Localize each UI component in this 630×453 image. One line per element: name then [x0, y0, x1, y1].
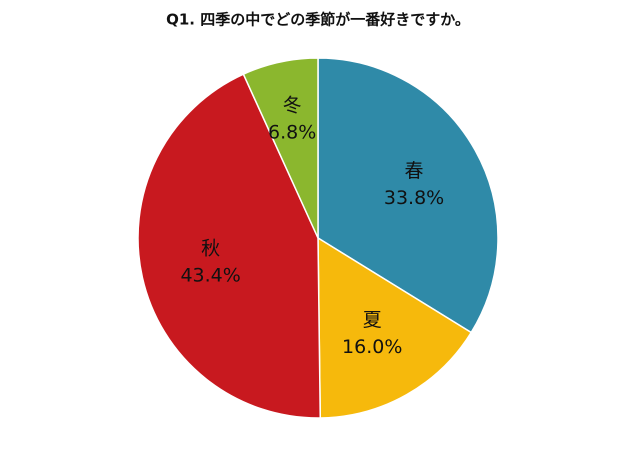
- chart-title: Q1. 四季の中でどの季節が一番好きですか。: [166, 11, 470, 29]
- slice-category: 夏: [363, 309, 382, 331]
- slice-value-label: 6.8%: [268, 121, 316, 143]
- slice-category: 冬: [283, 94, 302, 116]
- pie-slice: [317, 57, 499, 334]
- pie-slice: [317, 236, 473, 419]
- slice-value-label: 43.4%: [180, 264, 240, 286]
- pie-slice: [242, 57, 319, 239]
- slice-value-label: 16.0%: [342, 336, 402, 358]
- slice-category: 秋: [201, 237, 220, 259]
- pie-slice: [137, 73, 322, 419]
- slice-category: 春: [405, 160, 424, 182]
- slice-value-label: 33.8%: [384, 187, 444, 209]
